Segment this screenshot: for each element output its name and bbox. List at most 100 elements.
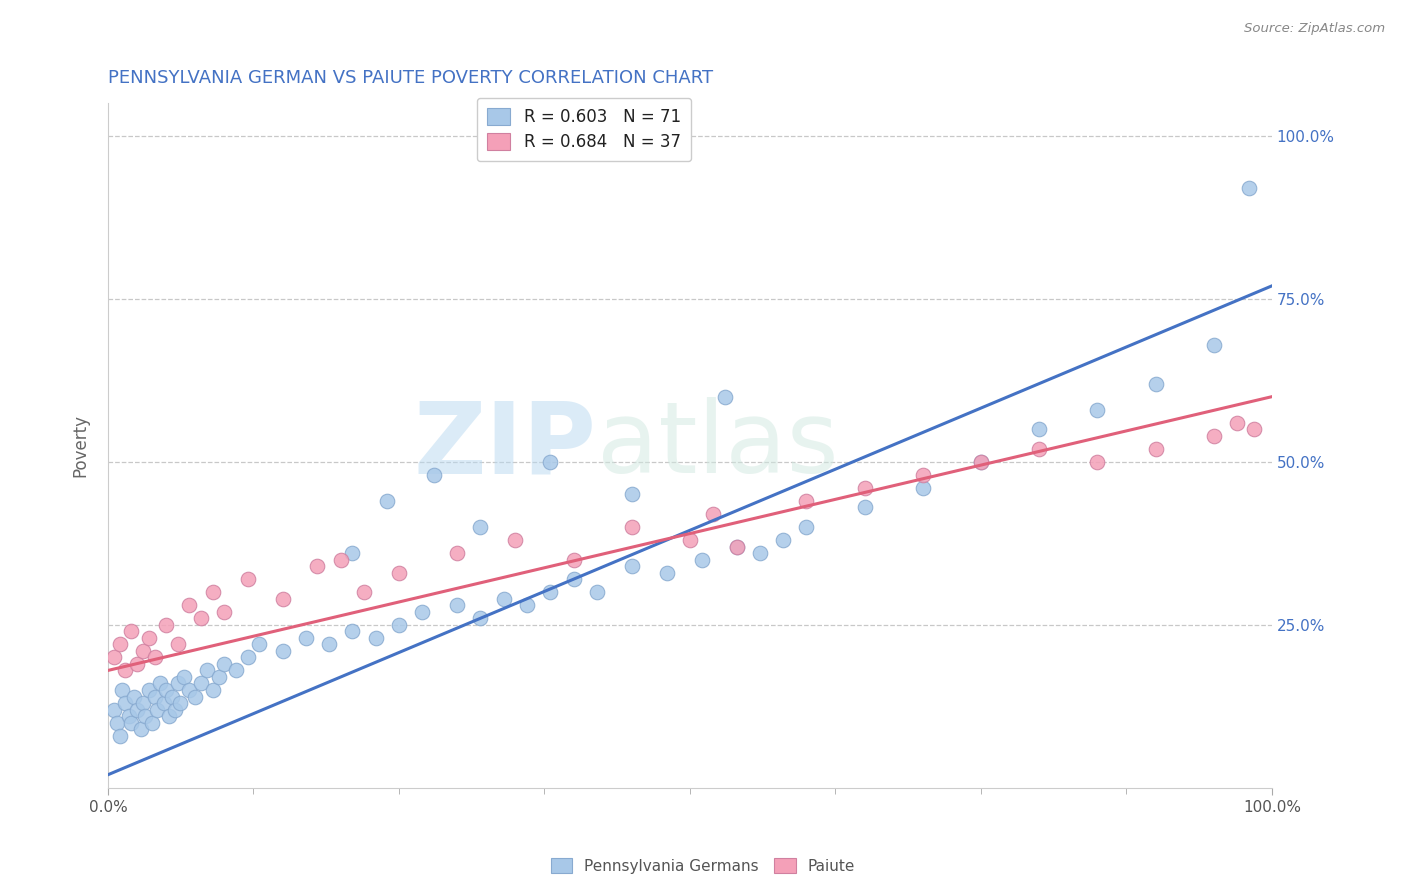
Text: atlas: atlas (596, 397, 838, 494)
Point (725, 540, 748, 554)
Point (134, 709, 156, 723)
Point (122, 690, 145, 704)
Point (911, 481, 934, 495)
Point (772, 533, 794, 547)
Point (1237, 181, 1260, 195)
Point (153, 696, 176, 710)
Point (225, 664, 247, 678)
Point (207, 670, 229, 684)
Point (794, 520, 817, 534)
Point (329, 552, 352, 566)
Point (307, 559, 329, 574)
Point (970, 455, 993, 469)
Point (562, 552, 585, 566)
Point (173, 670, 195, 684)
Point (236, 650, 259, 665)
Point (138, 631, 160, 645)
Point (169, 696, 191, 710)
Point (114, 664, 136, 678)
Y-axis label: Poverty: Poverty (72, 414, 89, 477)
Point (143, 690, 166, 704)
Point (108, 637, 131, 651)
Point (295, 631, 318, 645)
Point (166, 637, 188, 651)
Point (748, 546, 770, 560)
Point (1243, 422, 1265, 436)
Point (1085, 455, 1108, 469)
Point (516, 599, 538, 613)
Point (118, 709, 141, 723)
Point (1226, 416, 1249, 430)
Point (157, 709, 180, 723)
Point (853, 481, 876, 495)
Point (620, 520, 643, 534)
Point (342, 546, 364, 560)
Point (470, 611, 492, 625)
Point (129, 722, 152, 736)
Point (714, 390, 737, 404)
Point (201, 585, 224, 599)
Point (1144, 442, 1167, 456)
Point (114, 696, 136, 710)
Point (179, 599, 201, 613)
Point (103, 702, 125, 716)
Point (132, 696, 155, 710)
Point (375, 494, 398, 508)
Point (146, 702, 169, 716)
Point (141, 715, 163, 730)
Point (364, 631, 387, 645)
Point (184, 690, 207, 704)
Point (353, 585, 375, 599)
Point (562, 572, 585, 586)
Point (111, 683, 134, 698)
Point (105, 715, 128, 730)
Point (127, 657, 149, 671)
Point (538, 455, 561, 469)
Point (1028, 442, 1050, 456)
Point (247, 637, 270, 651)
Point (271, 644, 294, 658)
Point (411, 605, 433, 619)
Point (505, 533, 527, 547)
Point (655, 566, 678, 580)
Legend: Pennsylvania Germans, Paiute: Pennsylvania Germans, Paiute (544, 852, 862, 880)
Text: Source: ZipAtlas.com: Source: ZipAtlas.com (1244, 22, 1385, 36)
Point (1028, 422, 1050, 436)
Point (492, 591, 515, 606)
Point (911, 467, 934, 482)
Point (120, 715, 142, 730)
Point (318, 637, 340, 651)
Point (160, 690, 183, 704)
Point (1202, 337, 1225, 351)
Point (1085, 402, 1108, 417)
Legend: R = 0.603   N = 71, R = 0.684   N = 37: R = 0.603 N = 71, R = 0.684 N = 37 (477, 98, 690, 161)
Point (236, 572, 259, 586)
Point (190, 676, 212, 690)
Point (166, 676, 188, 690)
Point (585, 585, 607, 599)
Point (214, 657, 236, 671)
Point (446, 599, 468, 613)
Point (388, 617, 411, 632)
Point (132, 644, 155, 658)
Point (155, 683, 177, 698)
Point (138, 683, 160, 698)
Point (190, 611, 212, 625)
Text: PENNSYLVANIA GERMAN VS PAIUTE POVERTY CORRELATION CHART: PENNSYLVANIA GERMAN VS PAIUTE POVERTY CO… (108, 69, 713, 87)
Point (103, 650, 125, 665)
Point (538, 585, 561, 599)
Point (149, 676, 172, 690)
Point (853, 500, 876, 515)
Point (155, 617, 177, 632)
Point (108, 729, 131, 743)
Point (702, 507, 724, 521)
Point (970, 455, 993, 469)
Point (690, 552, 713, 566)
Point (388, 566, 411, 580)
Point (679, 533, 702, 547)
Point (470, 520, 492, 534)
Point (195, 664, 218, 678)
Point (620, 559, 643, 574)
Point (127, 702, 149, 716)
Point (1202, 429, 1225, 443)
